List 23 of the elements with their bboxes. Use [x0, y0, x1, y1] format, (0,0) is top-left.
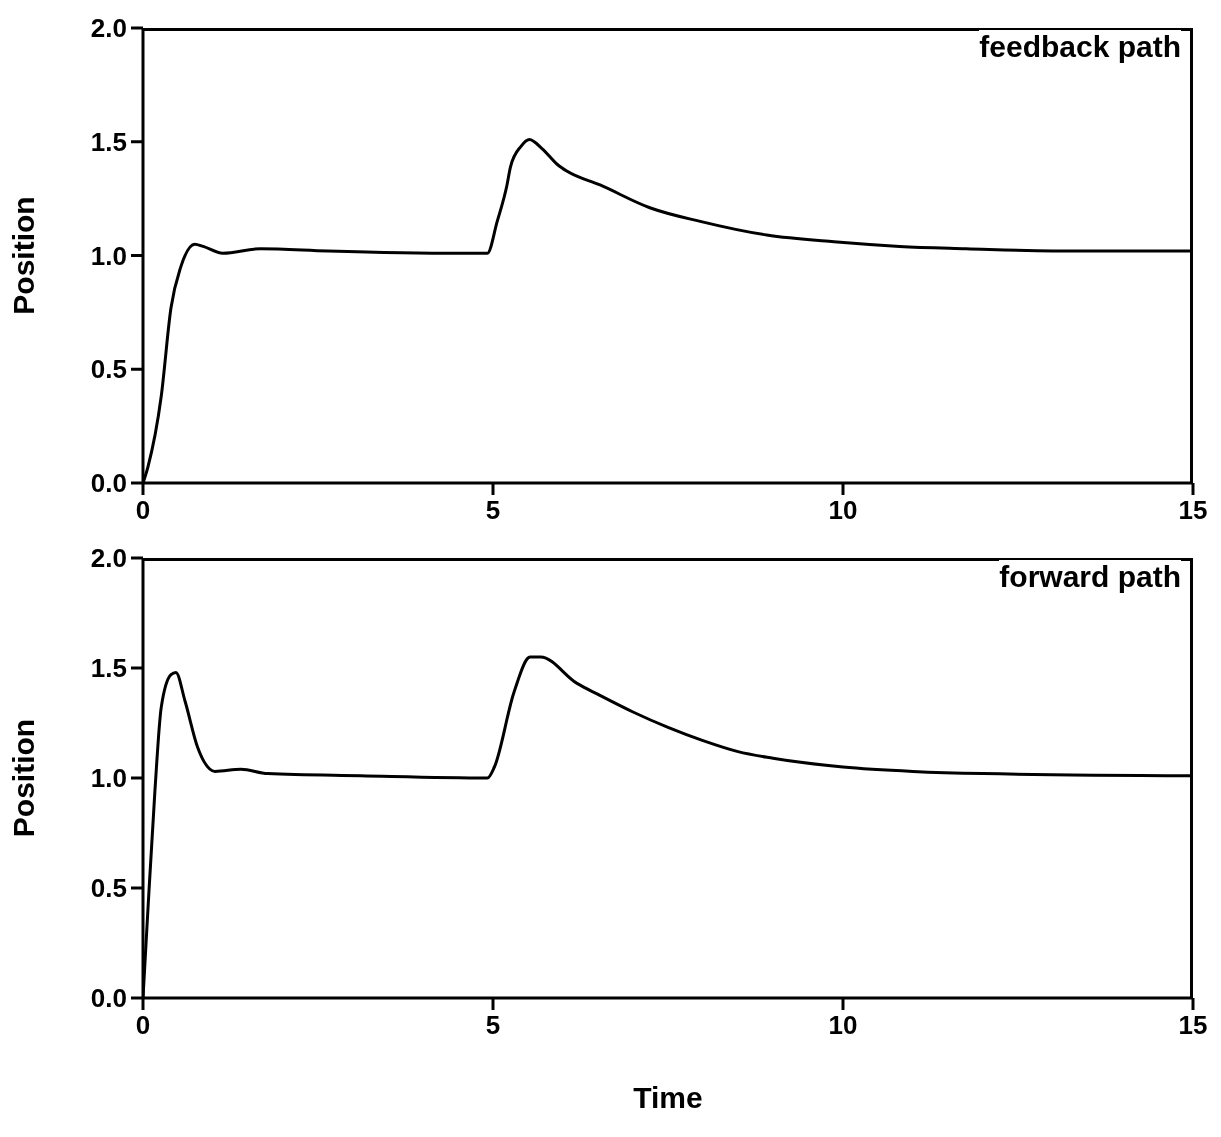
- x-tick-label: 5: [485, 1010, 501, 1041]
- y-axis-title: Position: [6, 196, 40, 315]
- x-tick-label: 10: [828, 495, 858, 526]
- y-tick-label: 1.5: [90, 653, 127, 684]
- y-tick-label: 1.5: [90, 126, 127, 157]
- x-tick-label: 10: [828, 1010, 858, 1041]
- annotation: feedback path: [979, 30, 1181, 64]
- y-tick-label: 0.5: [90, 354, 127, 385]
- y-tick-label: 1.0: [90, 240, 127, 271]
- x-axis-title: Time: [633, 1081, 703, 1114]
- x-tick-label: 15: [1178, 495, 1208, 526]
- y-tick-label: 0.0: [90, 983, 127, 1014]
- annotation: forward path: [999, 560, 1181, 594]
- y-tick-label: 2.0: [90, 543, 127, 574]
- y-axis-title: Position: [6, 718, 40, 838]
- y-tick-label: 1.0: [90, 763, 127, 794]
- x-tick-label: 5: [485, 495, 501, 526]
- y-tick-label: 0.5: [90, 873, 127, 904]
- x-tick-label: 15: [1178, 1010, 1208, 1041]
- y-tick-label: 2.0: [90, 13, 127, 44]
- x-tick-label: 0: [135, 495, 151, 526]
- x-tick-label: 0: [135, 1010, 151, 1041]
- y-tick-label: 0.0: [90, 468, 127, 499]
